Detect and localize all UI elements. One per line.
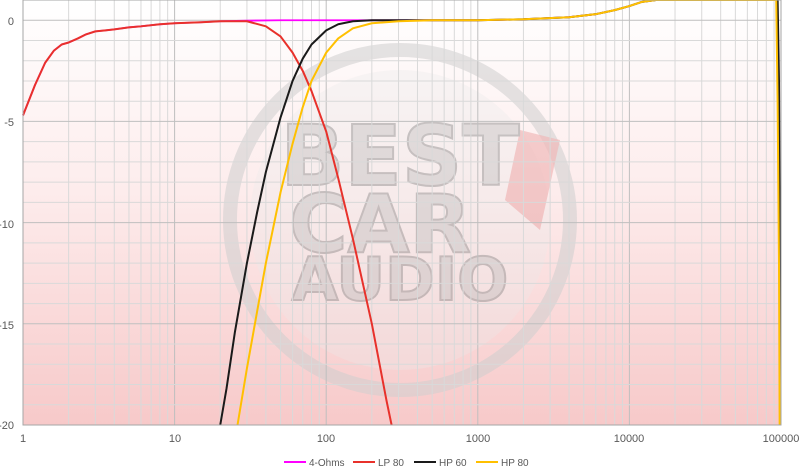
- x-tick-label: 1000: [466, 433, 490, 445]
- y-tick-label: 0: [8, 16, 14, 28]
- legend: 4-Ohms LP 80 HP 60 HP 80: [284, 458, 529, 466]
- legend-label-hp-80: HP 80: [501, 458, 529, 466]
- x-tick-label: 100000: [763, 433, 800, 445]
- series-line-lp-80: [22, 20, 393, 426]
- y-tick-label: -5: [4, 117, 14, 129]
- plot-border: [22, 0, 782, 426]
- x-tick-label: 100: [317, 433, 335, 445]
- legend-label-4-ohms: 4-Ohms: [309, 458, 345, 466]
- y-tick-label: -20: [0, 420, 14, 432]
- watermark-check-icon: [505, 130, 560, 230]
- watermark-word-3: AUDIO: [292, 245, 508, 315]
- y-tick-label: -10: [0, 219, 14, 231]
- grid-lines: [22, 0, 781, 426]
- plot-area: [23, 0, 781, 425]
- x-tick-label: 10: [169, 433, 181, 445]
- x-tick-label: 10000: [614, 433, 645, 445]
- legend-label-hp-60: HP 60: [439, 458, 467, 466]
- x-tick-label: 1: [20, 433, 26, 445]
- legend-label-lp-80: LP 80: [378, 458, 404, 466]
- y-tick-label: -15: [0, 320, 14, 332]
